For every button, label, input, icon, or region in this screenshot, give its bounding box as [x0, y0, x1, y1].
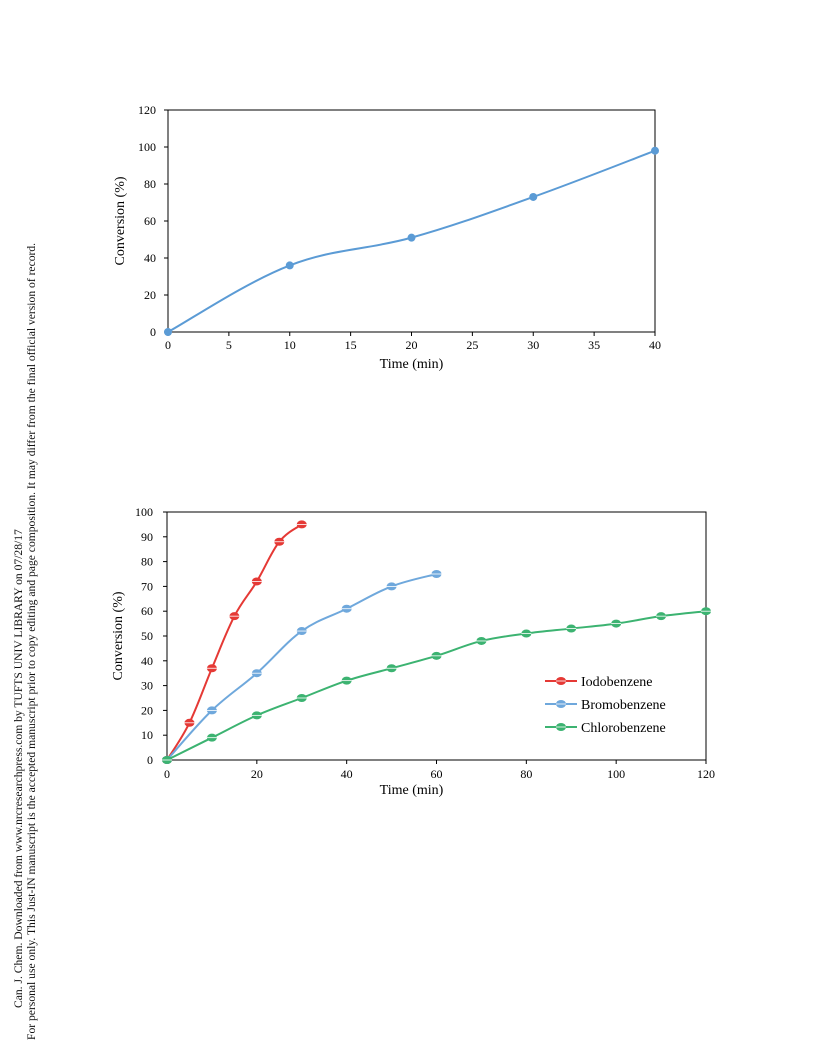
- citation-line-2: For personal use only. This Just-IN manu…: [25, 242, 38, 1040]
- y-tick-label: 80: [141, 555, 153, 569]
- x-tick-label: 35: [588, 338, 600, 352]
- y-tick-label: 120: [138, 103, 156, 117]
- y-tick-label: 20: [144, 288, 156, 302]
- x-tick-label: 100: [607, 767, 625, 781]
- conversion-chart-1: 0 20 40 60 80 100 120 0 5 10 15 20 25 30 35 40 Time (min…: [113, 103, 661, 372]
- y-tick-label: 40: [141, 654, 153, 668]
- y-tick-label: 50: [141, 629, 153, 643]
- y-tick-label: 100: [135, 508, 153, 519]
- y-tick-label: 100: [138, 140, 156, 154]
- x-tick-label: 80: [520, 767, 532, 781]
- x-axis-label: Time (min): [380, 357, 444, 372]
- x-tick-label: 0: [164, 767, 170, 781]
- x-tick-label: 25: [466, 338, 478, 352]
- x-tick-label: 60: [431, 767, 443, 781]
- data-point: [651, 146, 659, 155]
- x-tick-label: 5: [226, 338, 232, 352]
- x-tick-label: 120: [697, 767, 715, 781]
- y-tick-label: 60: [144, 214, 156, 228]
- y-tick-label: 90: [141, 530, 153, 544]
- y-axis-label: Conversion (%): [111, 591, 126, 680]
- x-axis-label: Time (min): [380, 783, 444, 798]
- x-tick-label: 40: [341, 767, 353, 781]
- legend-label: Iodobenzene: [581, 675, 653, 690]
- x-tick-label: 20: [251, 767, 263, 781]
- y-tick-label: 70: [141, 579, 153, 593]
- conversion-chart-2: 0 10 20 30 40 50 60 70 80 90 100 0 20 40 60 80 100 120 Tim…: [111, 508, 715, 798]
- y-tick-label: 60: [141, 604, 153, 618]
- citation-line-1: Can. J. Chem. Downloaded from www.nrcres…: [12, 529, 25, 1008]
- y-tick-label: 0: [150, 325, 156, 339]
- x-tick-label: 10: [284, 338, 296, 352]
- data-point: [285, 261, 294, 270]
- plot-frame: [167, 109, 656, 333]
- legend-label: Bromobenzene: [581, 698, 666, 713]
- data-point: [529, 192, 538, 201]
- y-tick-label: 40: [144, 251, 156, 265]
- x-tick-label: 0: [165, 338, 171, 352]
- x-tick-label: 30: [527, 338, 539, 352]
- data-point: [407, 233, 416, 242]
- y-tick-label: 80: [144, 177, 156, 191]
- y-tick-label: 30: [141, 679, 153, 693]
- x-tick-label: 40: [649, 338, 661, 352]
- x-tick-label: 15: [345, 338, 357, 352]
- y-axis-label: Conversion (%): [113, 176, 128, 265]
- citation-sidebar: Can. J. Chem. Downloaded from www.nrcres…: [0, 0, 40, 1056]
- data-point: [164, 328, 172, 336]
- y-tick-label: 10: [141, 728, 153, 742]
- y-tick-label: 0: [147, 753, 153, 767]
- x-tick-label: 20: [406, 338, 418, 352]
- y-tick-label: 20: [141, 703, 153, 717]
- legend-label: Chlorobenzene: [581, 721, 666, 736]
